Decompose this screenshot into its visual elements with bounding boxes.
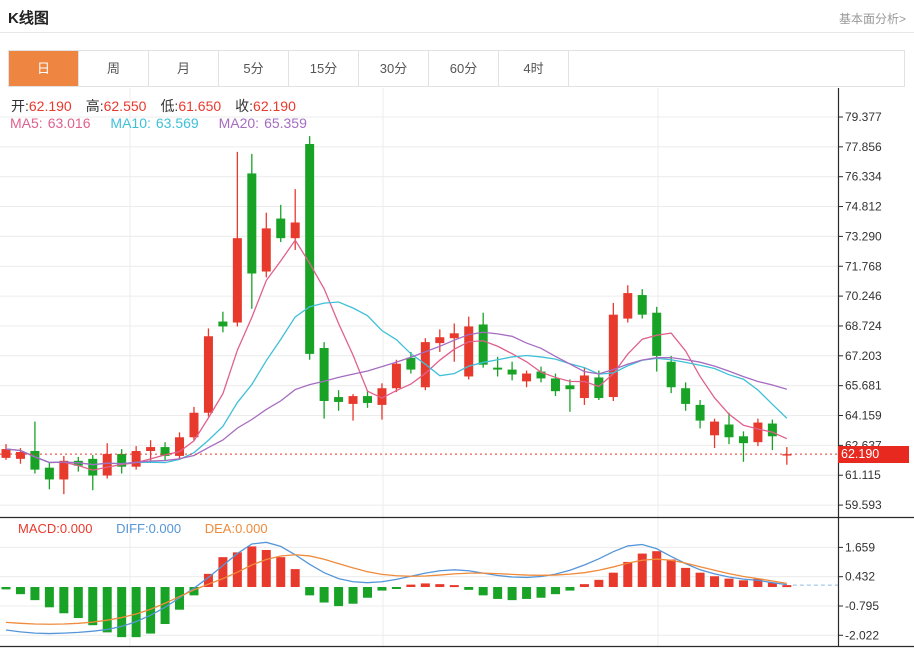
- dea-value-group: DEA:0.000: [205, 521, 268, 536]
- diff-value: 0.000: [148, 521, 182, 536]
- period-tab-周[interactable]: 周: [79, 51, 149, 86]
- period-tab-30分[interactable]: 30分: [359, 51, 429, 86]
- ma10-label: MA10:: [110, 115, 151, 131]
- dea-value: 0.000: [235, 521, 268, 536]
- period-tab-4时[interactable]: 4时: [499, 51, 569, 86]
- period-tabbar: 日周月 5分 15分 30分 60分 4时: [8, 50, 905, 87]
- svg-text:-2.022: -2.022: [845, 628, 879, 642]
- current-price-badge: 62.190: [838, 446, 909, 463]
- period-tab-15分[interactable]: 15分: [289, 51, 359, 86]
- ma10-value: 63.569: [155, 115, 199, 131]
- macd-readout: MACD:0.000 DIFF:0.000 DEA:0.000: [18, 521, 288, 536]
- svg-text:74.812: 74.812: [845, 200, 882, 214]
- diff-value-group: DIFF:0.000: [116, 521, 181, 536]
- period-tab-60分[interactable]: 60分: [429, 51, 499, 86]
- svg-text:79.377: 79.377: [845, 110, 882, 124]
- ma10-readout: MA10: 63.569: [110, 115, 198, 131]
- close-value: 62.190: [253, 98, 296, 114]
- svg-text:0.432: 0.432: [845, 570, 875, 584]
- svg-text:67.203: 67.203: [845, 349, 882, 363]
- ma5-value: 63.016: [47, 115, 91, 131]
- ma20-value: 65.359: [264, 115, 307, 131]
- svg-text:65.681: 65.681: [845, 379, 882, 393]
- low-value: 61.650: [178, 98, 222, 114]
- svg-text:76.334: 76.334: [845, 170, 882, 184]
- low-label: 低:: [160, 98, 179, 114]
- ma5-readout: MA5: 63.016: [10, 115, 91, 131]
- ma20-label: MA20:: [218, 115, 260, 131]
- svg-text:64.159: 64.159: [845, 409, 882, 423]
- macd-label: MACD:: [18, 521, 60, 536]
- svg-text:68.724: 68.724: [845, 319, 882, 333]
- close-label: 收:: [235, 98, 254, 114]
- svg-text:77.856: 77.856: [845, 140, 882, 154]
- macd-value: 0.000: [59, 521, 93, 536]
- high-label: 高:: [85, 98, 104, 114]
- svg-text:59.593: 59.593: [845, 498, 882, 512]
- open-label: 开:: [11, 98, 29, 114]
- ohlc-readout: 开:62.190 高:62.550 低:61.650 收:62.190: [11, 96, 310, 116]
- fundamental-analysis-link[interactable]: 基本面分析>: [838, 12, 906, 26]
- svg-text:1.659: 1.659: [845, 540, 875, 554]
- ma5-label: MA5:: [10, 115, 43, 131]
- page-title: K线图: [8, 10, 49, 27]
- macd-value-group: MACD:0.000: [18, 521, 92, 536]
- dea-label: DEA:: [204, 521, 236, 536]
- ma-readout: MA5: 63.016 MA10: 63.569 MA20: 65.359: [10, 115, 323, 131]
- svg-text:61.115: 61.115: [845, 468, 881, 482]
- period-tab-5分[interactable]: 5分: [219, 51, 289, 86]
- period-tab-日[interactable]: 日: [9, 51, 79, 86]
- high-value: 62.550: [103, 98, 147, 114]
- svg-text:71.768: 71.768: [845, 259, 882, 273]
- svg-text:-0.795: -0.795: [845, 599, 879, 613]
- open-value: 62.190: [28, 98, 72, 114]
- ma20-readout: MA20: 65.359: [219, 115, 307, 131]
- diff-label: DIFF:: [116, 521, 149, 536]
- period-tab-月[interactable]: 月: [149, 51, 219, 86]
- svg-text:70.246: 70.246: [845, 289, 882, 303]
- panel-header: K线图 基本面分析>: [0, 0, 914, 33]
- svg-text:73.290: 73.290: [845, 229, 882, 243]
